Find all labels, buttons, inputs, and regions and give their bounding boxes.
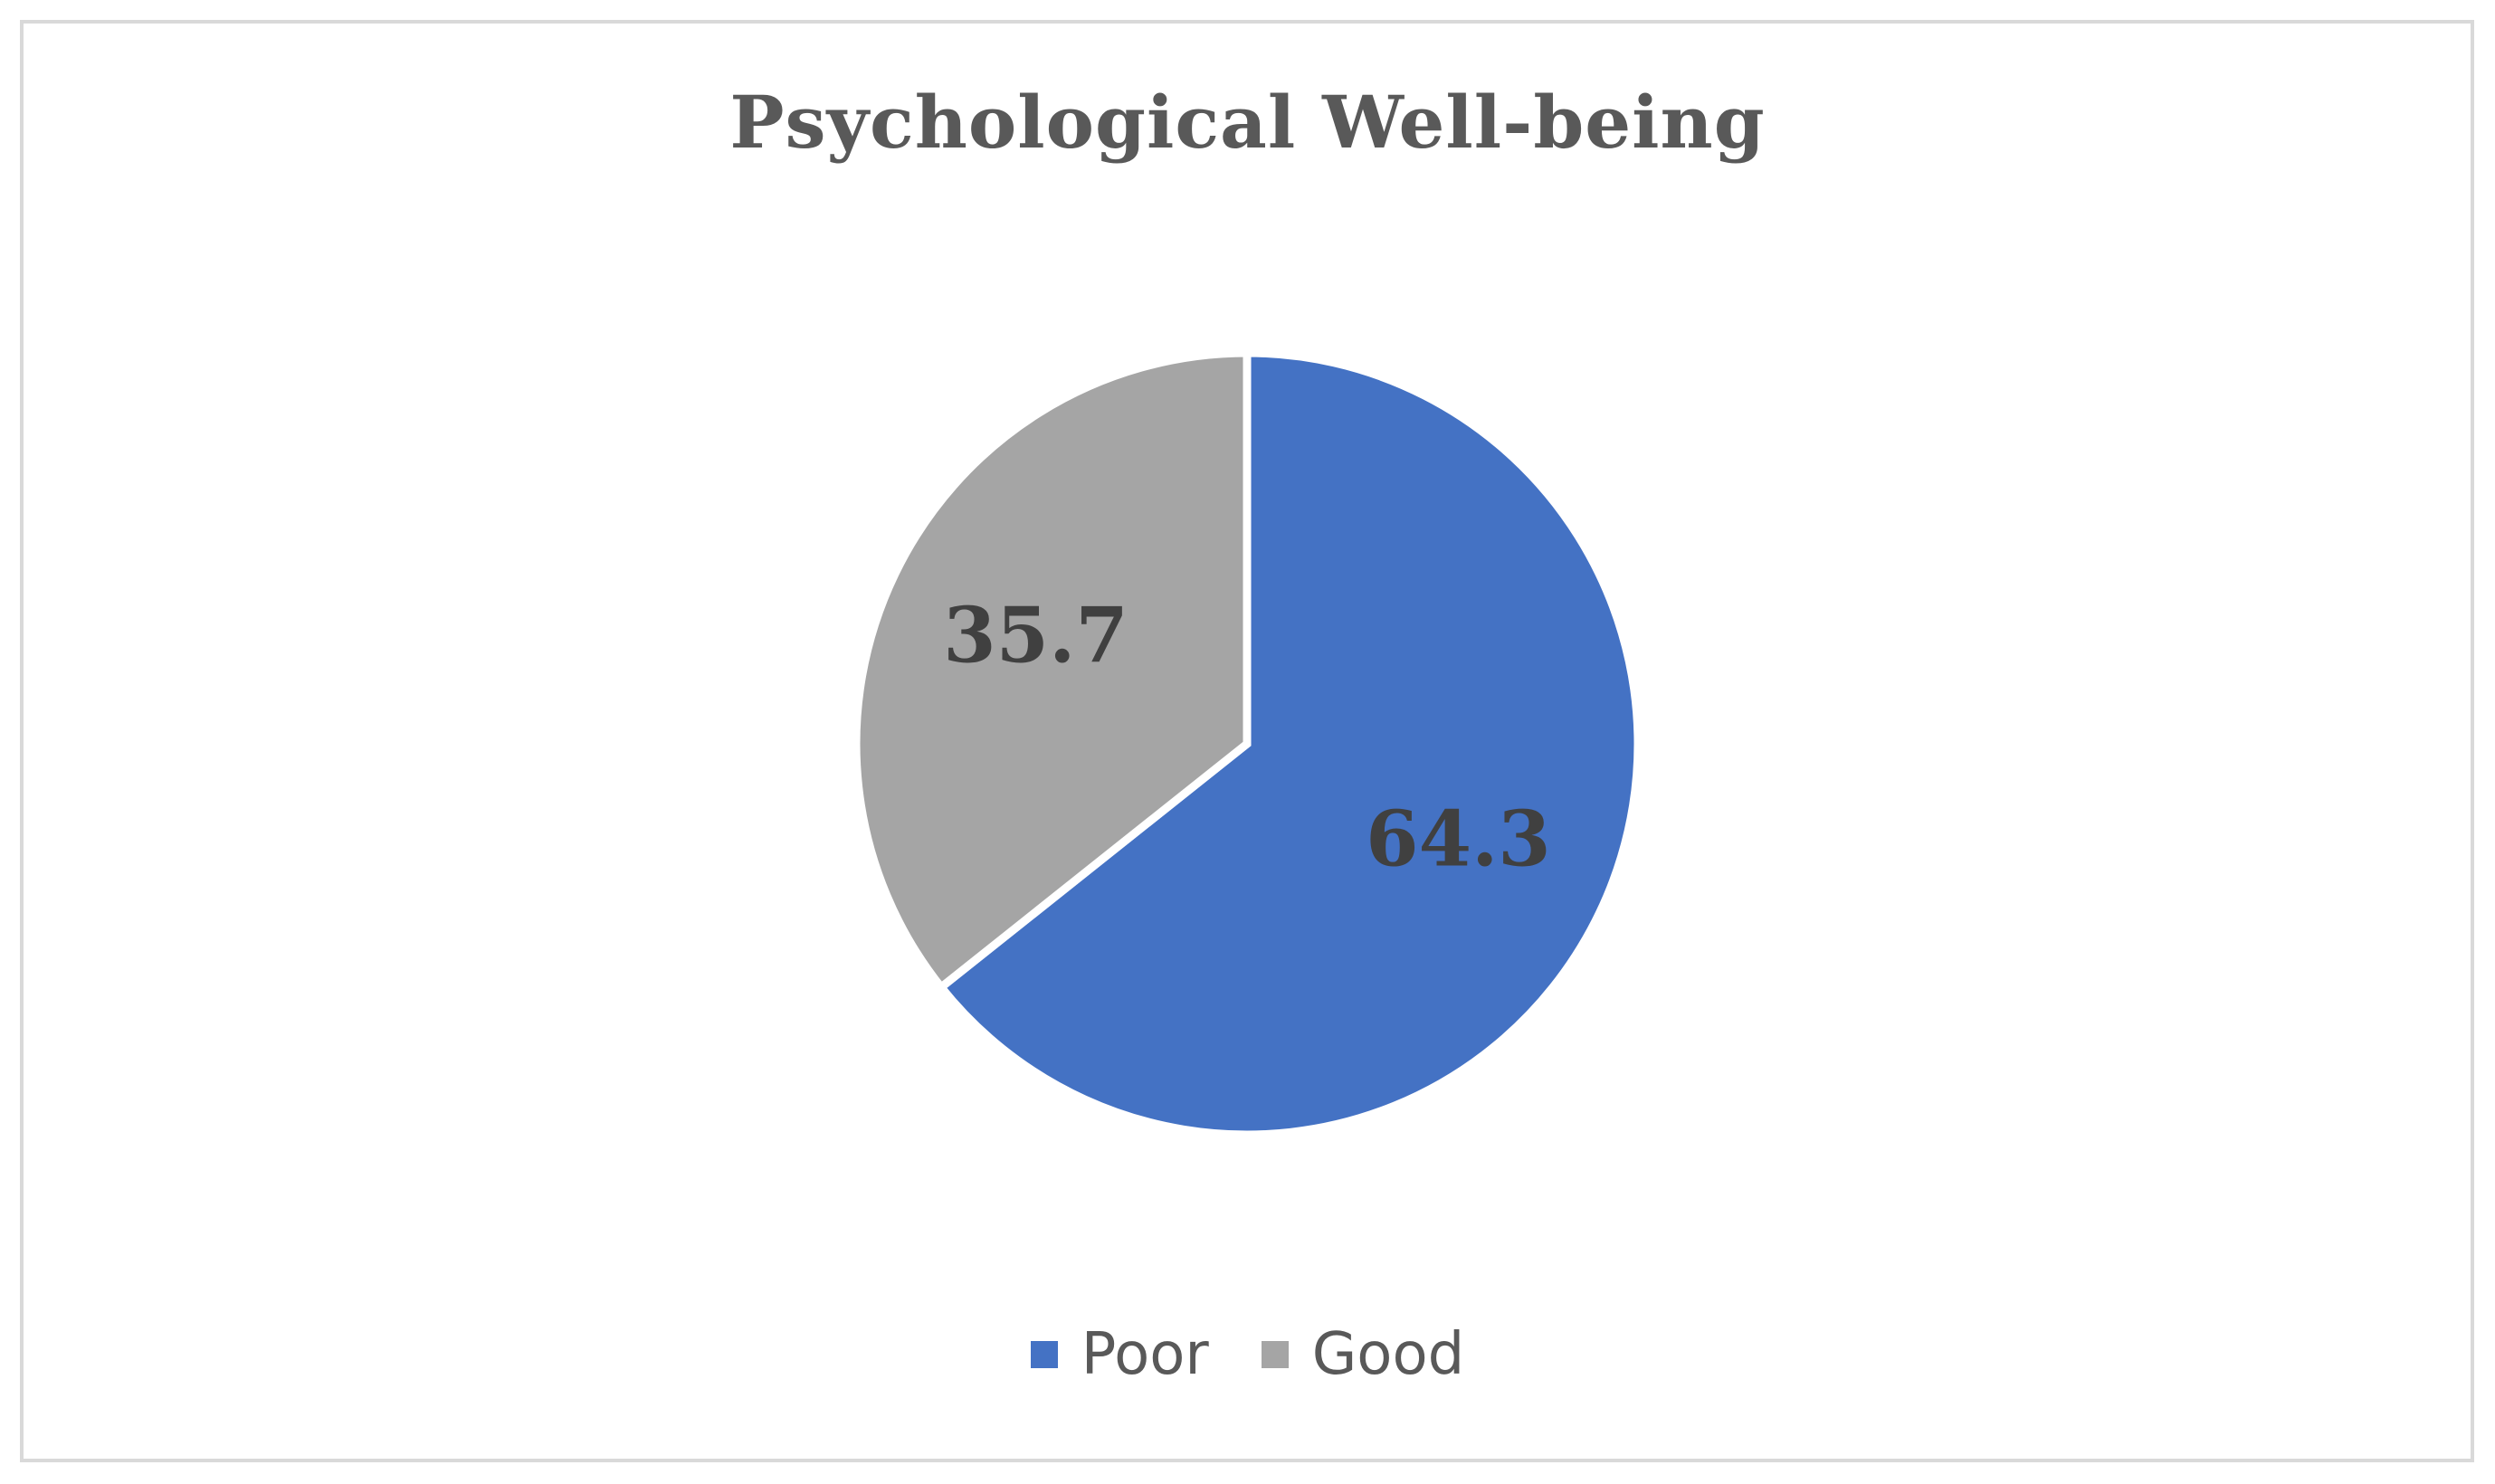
legend-item-good: Good [1261, 1321, 1465, 1388]
pie-slices [852, 348, 1643, 1139]
legend-item-poor: Poor [1030, 1321, 1209, 1388]
data-label-poor: 64.3 [1366, 794, 1551, 884]
chart-legend: Poor Good [0, 1321, 2495, 1388]
legend-swatch-poor [1030, 1341, 1058, 1368]
legend-label-poor: Poor [1081, 1321, 1209, 1388]
pie-data-labels: 64.3 35.7 [943, 590, 1551, 883]
chart-title: Psychological Well-being [729, 80, 1766, 165]
legend-swatch-good [1261, 1341, 1289, 1368]
pie-slice-good [852, 348, 1252, 994]
pie-slice-poor [935, 348, 1643, 1139]
legend-label-good: Good [1311, 1321, 1465, 1388]
data-label-good: 35.7 [943, 590, 1128, 680]
